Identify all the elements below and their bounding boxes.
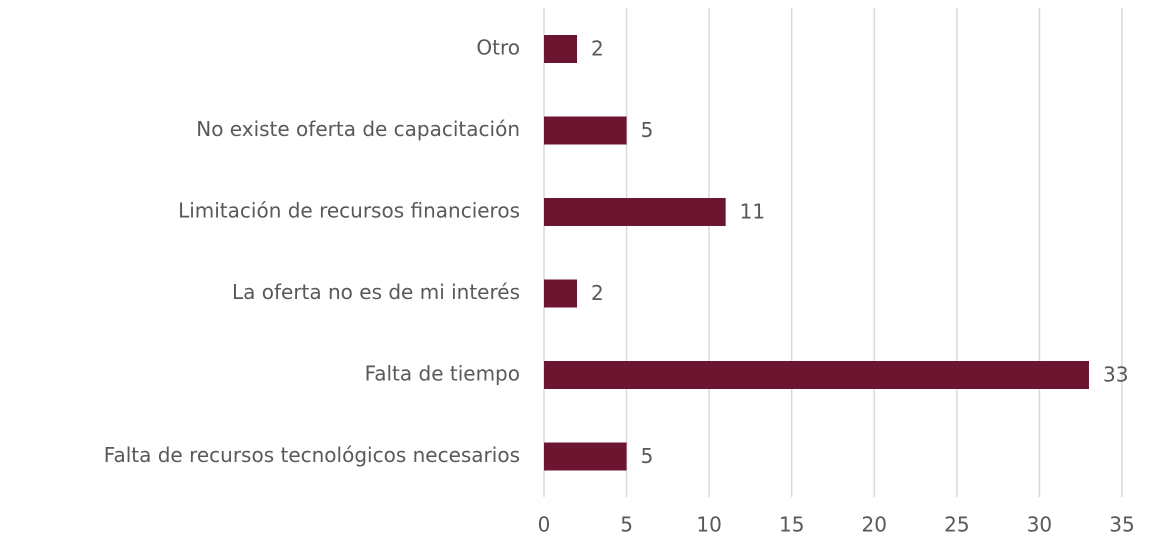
y-tick-label: Limitación de recursos financieros [178,199,520,223]
y-tick-label: Falta de tiempo [365,362,520,386]
bar [544,279,578,308]
bar [544,442,627,471]
data-label: 5 [641,118,654,142]
bar [544,361,1089,389]
y-tick-label: La oferta no es de mi interés [232,280,520,304]
x-tick-label: 35 [1109,513,1134,537]
bar [544,35,578,63]
x-tick-label: 30 [1027,513,1052,537]
data-label: 2 [591,37,604,61]
x-tick-label: 20 [862,513,887,537]
x-tick-label: 25 [944,513,969,537]
bar [544,198,726,226]
bar [544,116,627,145]
x-tick-label: 0 [538,513,551,537]
x-tick-label: 5 [620,513,633,537]
data-label: 2 [591,281,604,305]
data-label: 33 [1103,363,1128,387]
x-tick-label: 10 [696,513,721,537]
x-tick-label: 15 [779,513,804,537]
y-tick-label: Otro [476,36,520,60]
y-tick-label: Falta de recursos tecnológicos necesario… [104,443,520,467]
data-label: 5 [641,444,654,468]
y-tick-label: No existe oferta de capacitación [196,117,520,141]
data-label: 11 [740,200,765,224]
